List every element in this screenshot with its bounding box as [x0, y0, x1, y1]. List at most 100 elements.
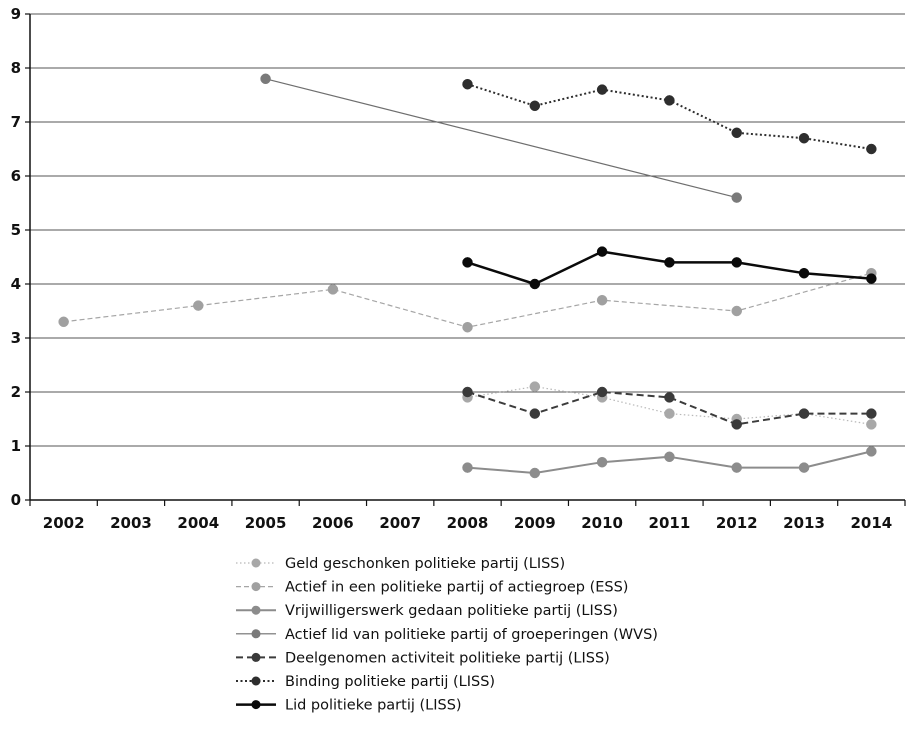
legend-item-6: Lid politieke partij (LISS) [236, 698, 462, 714]
legend-label-4: Deelgenomen activiteit politieke partij … [285, 650, 610, 666]
data-point-6-6 [866, 273, 877, 284]
data-point-4-1 [529, 408, 541, 419]
series-5 [462, 78, 877, 155]
data-point-4-5 [798, 408, 810, 419]
legend-label-2: Vrijwilligerswerk gedaan politieke parti… [285, 603, 618, 619]
x-tick-label-2003: 2003 [110, 514, 152, 532]
data-point-6-1 [529, 278, 541, 290]
data-point-4-0 [462, 386, 473, 398]
data-point-0-1 [529, 381, 541, 392]
legend-item-3: Actief lid van politieke partij of groep… [236, 627, 658, 643]
x-tick-label-2002: 2002 [43, 514, 85, 532]
legend-label-3: Actief lid van politieke partij of groep… [285, 627, 658, 643]
data-point-5-0 [462, 78, 473, 90]
y-tick-label-3: 3 [11, 329, 21, 347]
data-point-0-6 [866, 419, 877, 430]
y-tick-label-4: 4 [11, 275, 21, 293]
legend-swatch-marker-4 [251, 652, 261, 662]
series-line-6 [467, 250, 872, 286]
legend-label-1: Actief in een politieke partij of actieg… [285, 580, 628, 596]
legend-item-5: Binding politieke partij (LISS) [236, 674, 495, 690]
series-2 [462, 446, 877, 479]
x-tick-label-2007: 2007 [379, 514, 421, 532]
data-point-0-3 [664, 408, 675, 419]
x-axis-ticks: 2002 2003 2004 2005 2006 2007 2008 2009 2010 2011… [29, 500, 906, 532]
legend-label-5: Binding politieke partij (LISS) [285, 674, 495, 690]
legend-swatch-marker-0 [251, 558, 261, 568]
y-tick-label-8: 8 [11, 59, 21, 77]
data-point-1-0 [58, 316, 69, 328]
data-point-4-6 [866, 408, 877, 419]
series-1 [58, 267, 877, 333]
legend-swatch-marker-1 [251, 582, 261, 592]
legend-swatch-marker-6 [251, 700, 261, 710]
legend-swatch-marker-3 [251, 629, 261, 639]
data-point-5-1 [529, 100, 541, 112]
legend-swatch-marker-2 [251, 605, 261, 615]
x-tick-label-2011: 2011 [649, 514, 691, 532]
grid-lines [30, 13, 905, 447]
data-point-6-0 [462, 257, 473, 268]
data-point-6-2 [596, 246, 608, 257]
y-tick-label-6: 6 [11, 167, 21, 185]
data-point-4-3 [664, 392, 675, 403]
data-point-5-2 [596, 84, 608, 95]
data-point-2-4 [731, 462, 742, 473]
x-tick-label-2009: 2009 [514, 514, 556, 532]
data-point-1-5 [731, 305, 742, 317]
legend-item-0: Geld geschonken politieke partij (LISS) [236, 556, 565, 572]
data-point-6-3 [664, 257, 675, 268]
data-point-4-2 [596, 386, 608, 398]
y-tick-label-5: 5 [11, 221, 21, 239]
x-tick-label-2005: 2005 [245, 514, 287, 532]
data-point-5-3 [664, 95, 675, 106]
y-tick-label-1: 1 [11, 437, 21, 455]
data-point-3-0 [260, 73, 271, 85]
x-tick-label-2010: 2010 [581, 514, 623, 532]
data-point-5-6 [866, 143, 877, 155]
series-line-3 [265, 78, 737, 199]
series-lines [58, 73, 877, 479]
x-tick-label-2014: 2014 [850, 514, 892, 532]
data-point-2-0 [462, 462, 473, 473]
x-tick-label-2012: 2012 [716, 514, 758, 532]
data-point-2-5 [798, 462, 810, 473]
data-point-5-5 [798, 132, 810, 144]
y-tick-label-9: 9 [11, 5, 21, 23]
data-point-1-3 [462, 321, 473, 333]
data-point-1-4 [596, 294, 608, 306]
y-tick-label-2: 2 [11, 383, 21, 401]
series-line-5 [467, 83, 872, 150]
legend-label-0: Geld geschonken politieke partij (LISS) [285, 556, 565, 572]
data-point-2-3 [664, 451, 675, 463]
legend-label-6: Lid politieke partij (LISS) [285, 698, 462, 714]
data-point-5-4 [731, 127, 742, 139]
x-tick-label-2004: 2004 [177, 514, 219, 532]
y-tick-label-0: 0 [11, 491, 21, 509]
x-tick-label-2013: 2013 [783, 514, 825, 532]
series-0 [462, 381, 877, 430]
legend: Geld geschonken politieke partij (LISS) A… [236, 556, 658, 714]
data-point-2-6 [866, 446, 877, 457]
x-tick-label-2008: 2008 [447, 514, 489, 532]
data-point-4-4 [731, 419, 742, 430]
series-6 [462, 246, 877, 290]
legend-item-1: Actief in een politieke partij of actieg… [236, 580, 628, 596]
data-point-3-1 [731, 192, 742, 203]
series-line-1 [63, 272, 872, 328]
data-point-6-4 [731, 257, 742, 268]
axes [29, 14, 905, 501]
data-point-1-1 [193, 300, 204, 311]
data-point-1-2 [327, 284, 339, 295]
x-tick-label-2006: 2006 [312, 514, 354, 532]
y-axis-ticks: 0 1 2 3 4 5 6 7 8 9 [11, 5, 30, 509]
series-4 [462, 386, 877, 430]
y-tick-label-7: 7 [11, 113, 21, 131]
data-point-6-5 [798, 267, 810, 279]
legend-swatch-marker-5 [251, 676, 261, 686]
data-point-2-1 [529, 467, 541, 479]
legend-item-2: Vrijwilligerswerk gedaan politieke parti… [236, 603, 618, 619]
series-3 [260, 73, 742, 203]
data-point-2-2 [596, 456, 608, 468]
